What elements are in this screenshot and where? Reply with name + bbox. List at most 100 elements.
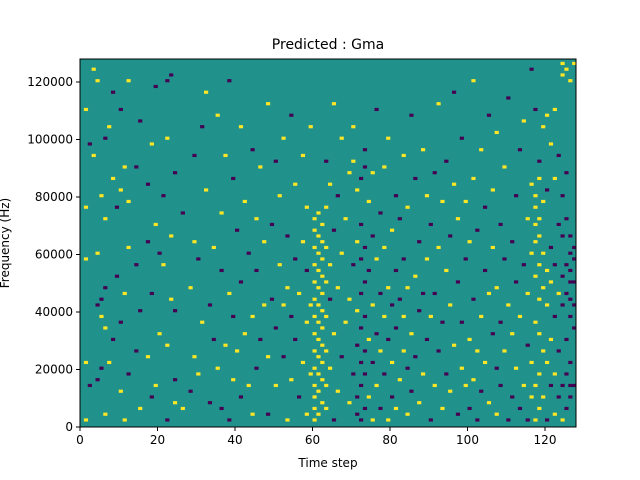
heatmap-cell	[529, 360, 534, 365]
heatmap-cell	[355, 240, 360, 244]
heatmap-cell	[134, 263, 139, 267]
heatmap-cell	[417, 309, 422, 313]
heatmap-cell	[192, 240, 197, 244]
heatmap-cell	[165, 79, 170, 83]
x-tick-label: 120	[534, 433, 557, 447]
heatmap-cell	[502, 257, 507, 261]
heatmap-cell	[331, 102, 337, 106]
heatmap-cell	[262, 240, 267, 244]
heatmap-cell	[111, 90, 116, 94]
heatmap-cell	[238, 395, 244, 399]
heatmap-cell	[397, 378, 402, 382]
heatmap-cell	[494, 130, 499, 135]
heatmap-cell	[83, 107, 89, 112]
heatmap-cell	[568, 297, 573, 301]
heatmap-cell	[397, 217, 402, 221]
heatmap-cell	[483, 360, 488, 365]
heatmap-cell	[207, 303, 213, 307]
heatmap-cell	[320, 257, 325, 261]
heatmap-cell	[537, 176, 542, 181]
heatmap-cell	[370, 234, 375, 238]
heatmap-cell	[242, 332, 247, 336]
heatmap-cell	[331, 332, 337, 336]
heatmap-cell	[227, 291, 232, 296]
heatmap-cell	[107, 125, 112, 129]
heatmap-cell	[560, 418, 565, 422]
heatmap-cell	[529, 251, 534, 255]
heatmap-cell	[366, 199, 371, 204]
heatmap-cell	[359, 326, 364, 330]
heatmap-cell	[533, 418, 538, 422]
heatmap-cell	[393, 326, 399, 330]
heatmap-cell	[390, 360, 395, 365]
heatmap-cell	[568, 360, 573, 365]
heatmap-cell	[328, 297, 333, 301]
heatmap-cell	[223, 153, 228, 158]
heatmap-cell	[568, 314, 573, 319]
heatmap-cell	[444, 159, 449, 163]
heatmap-cell	[359, 176, 364, 181]
heatmap-cell	[320, 222, 325, 227]
heatmap-cell	[541, 286, 546, 290]
heatmap-cell	[541, 349, 546, 353]
heatmap-cell	[556, 153, 561, 158]
heatmap-cell	[122, 291, 127, 296]
heatmap-cell	[440, 199, 445, 204]
heatmap-cell	[370, 171, 375, 175]
heatmap-cell	[285, 234, 290, 238]
heatmap-cell	[382, 245, 387, 250]
heatmap-cell	[262, 303, 267, 307]
heatmap-cell	[560, 383, 565, 388]
heatmap-cell	[359, 291, 364, 296]
heatmap-cell	[153, 84, 158, 89]
heatmap-cell	[432, 291, 437, 296]
heatmap-cell	[99, 297, 104, 301]
heatmap-cell	[351, 263, 356, 267]
heatmap-cell	[572, 303, 577, 307]
heatmap-cell	[556, 395, 561, 399]
y-tick-label: 120000	[27, 75, 73, 89]
heatmap-cell	[490, 188, 495, 192]
heatmap-cell	[498, 222, 503, 227]
heatmap-cell	[374, 332, 379, 336]
heatmap-cell	[560, 274, 565, 278]
heatmap-cell	[537, 263, 542, 267]
heatmap-cell	[355, 412, 360, 416]
heatmap-cell	[459, 366, 464, 370]
heatmap-cell	[428, 222, 433, 227]
heatmap-cell	[533, 320, 538, 324]
heatmap-cell	[572, 326, 577, 330]
heatmap-cell	[533, 240, 538, 244]
heatmap-cell	[347, 401, 352, 405]
heatmap-cell	[126, 245, 131, 250]
chart-title: Predicted : Gma	[272, 37, 384, 53]
heatmap-cell	[126, 199, 131, 204]
heatmap-cell	[277, 194, 282, 198]
heatmap-cell	[180, 211, 185, 215]
heatmap-cell	[556, 349, 561, 353]
heatmap-cell	[471, 79, 476, 83]
heatmap-cell	[483, 205, 488, 209]
heatmap-cell	[556, 291, 561, 296]
heatmap-cell	[196, 257, 201, 261]
heatmap-cell	[401, 257, 406, 261]
heatmap-cell	[165, 136, 170, 140]
heatmap-cell	[219, 406, 224, 411]
heatmap-cell	[134, 165, 139, 169]
heatmap-cell	[401, 349, 406, 353]
x-tick-label: 80	[382, 433, 397, 447]
heatmap-cell	[335, 194, 340, 198]
heatmap-cell	[393, 268, 399, 273]
heatmap-cell	[517, 148, 523, 152]
heatmap-cell	[548, 383, 554, 388]
heatmap-cell	[537, 159, 542, 163]
heatmap-cell	[173, 401, 178, 405]
heatmap-cell	[359, 360, 364, 365]
heatmap-cell	[273, 383, 278, 388]
heatmap-cell	[103, 412, 108, 416]
heatmap-cell	[378, 291, 383, 296]
heatmap-cell	[300, 240, 306, 244]
heatmap-cell	[564, 337, 569, 342]
heatmap-cell	[390, 303, 395, 307]
